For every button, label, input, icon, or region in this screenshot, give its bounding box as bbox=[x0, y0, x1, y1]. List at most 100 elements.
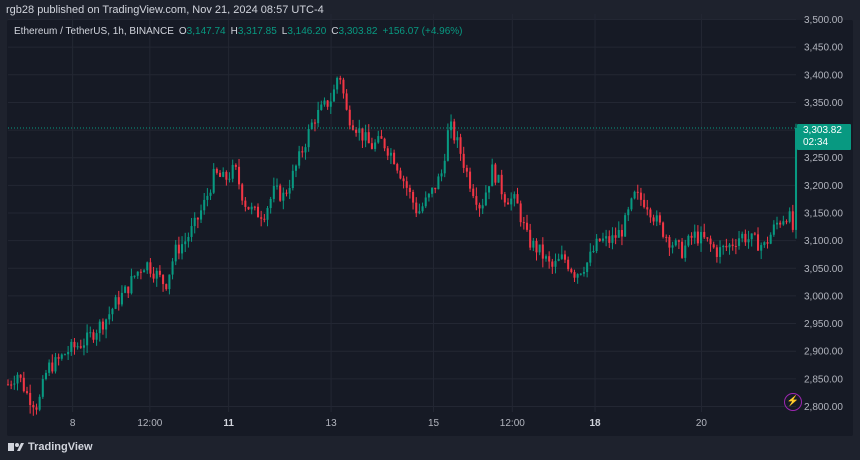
candle-body bbox=[766, 242, 769, 244]
candle-body bbox=[510, 198, 513, 205]
candle-body bbox=[304, 147, 307, 153]
candle-body bbox=[351, 125, 354, 130]
candle-body bbox=[393, 152, 396, 165]
candle-body bbox=[443, 160, 446, 174]
lightning-icon[interactable]: ⚡ bbox=[784, 393, 802, 411]
candle-body bbox=[127, 286, 130, 294]
candle-body bbox=[399, 170, 402, 179]
candle-body bbox=[234, 164, 237, 167]
candle-body bbox=[563, 254, 567, 260]
candle-body bbox=[152, 273, 155, 279]
candle-body bbox=[60, 354, 63, 359]
y-tick-label: 2,800.00 bbox=[804, 402, 843, 413]
candle-body bbox=[105, 319, 108, 330]
candle-body bbox=[703, 231, 706, 238]
candle-body bbox=[367, 132, 370, 144]
candle-body bbox=[582, 272, 585, 274]
candle-body bbox=[272, 186, 275, 199]
candle-body bbox=[427, 193, 430, 198]
chart-panel[interactable] bbox=[7, 20, 853, 436]
candle-body bbox=[326, 100, 329, 107]
candle-body bbox=[389, 152, 392, 156]
candle-body bbox=[79, 346, 82, 348]
candle-body bbox=[469, 171, 472, 189]
candle-body bbox=[579, 273, 582, 275]
legend-high: H3,317.85 bbox=[230, 26, 277, 37]
candle-body bbox=[681, 241, 684, 258]
candle-body bbox=[649, 209, 652, 218]
candle-body bbox=[494, 164, 497, 183]
candle-body bbox=[446, 130, 449, 161]
candle-body bbox=[54, 357, 57, 372]
candle-body bbox=[168, 274, 171, 290]
candle-body bbox=[63, 354, 66, 356]
candle-body bbox=[760, 245, 763, 251]
candle-body bbox=[89, 332, 92, 334]
candle-body bbox=[184, 241, 187, 245]
candle-body bbox=[554, 260, 557, 267]
tradingview-logo-icon bbox=[8, 443, 24, 451]
candle-body bbox=[212, 168, 215, 193]
candle-body bbox=[620, 230, 623, 237]
tradingview-logo[interactable]: TradingView bbox=[8, 441, 93, 453]
candle-body bbox=[491, 164, 494, 187]
candle-body bbox=[627, 209, 630, 216]
y-tick-label: 3,000.00 bbox=[804, 291, 843, 302]
candle-body bbox=[677, 240, 680, 242]
candle-body bbox=[500, 174, 503, 195]
candle-body bbox=[98, 321, 101, 334]
candle-body bbox=[231, 164, 234, 179]
candle-body bbox=[260, 217, 263, 219]
candle-body bbox=[228, 178, 231, 180]
candle-body bbox=[472, 188, 475, 197]
candle-body bbox=[769, 234, 772, 244]
candle-body bbox=[747, 239, 750, 243]
y-tick-label: 2,850.00 bbox=[804, 374, 843, 385]
y-tick-label: 3,250.00 bbox=[804, 153, 843, 164]
candle-body bbox=[10, 384, 13, 386]
y-tick-label: 3,100.00 bbox=[804, 236, 843, 247]
candle-body bbox=[48, 362, 51, 373]
candle-body bbox=[405, 181, 408, 188]
candle-body bbox=[734, 245, 737, 247]
candle-body bbox=[57, 357, 60, 359]
candle-body bbox=[791, 211, 794, 230]
y-tick-label: 3,500.00 bbox=[804, 15, 843, 26]
candle-body bbox=[633, 191, 636, 199]
candle-body bbox=[535, 240, 538, 253]
candle-body bbox=[396, 164, 399, 171]
x-tick-label: 20 bbox=[696, 418, 708, 429]
candle-body bbox=[6, 384, 10, 386]
candle-body bbox=[402, 178, 405, 182]
candle-body bbox=[478, 204, 481, 209]
candle-body bbox=[124, 286, 127, 293]
legend-symbol: Ethereum / TetherUS, 1h, BINANCE bbox=[14, 26, 174, 37]
candle-body bbox=[285, 192, 288, 194]
publish-header: rgb28 published on TradingView.com, Nov … bbox=[0, 0, 860, 20]
candle-body bbox=[101, 321, 104, 330]
candle-body bbox=[32, 405, 35, 408]
candle-body bbox=[779, 222, 782, 225]
candle-body bbox=[279, 185, 282, 201]
candle-body bbox=[434, 187, 437, 190]
y-tick-label: 2,900.00 bbox=[804, 347, 843, 358]
candle-body bbox=[763, 242, 766, 246]
candle-body bbox=[715, 247, 718, 257]
candle-body bbox=[307, 129, 310, 148]
candle-body bbox=[744, 233, 747, 243]
candle-body bbox=[377, 136, 380, 143]
legend-open: O3,147.74 bbox=[178, 26, 226, 37]
candle-body bbox=[475, 196, 478, 205]
candle-body bbox=[538, 244, 541, 253]
symbol-legend: Ethereum / TetherUS, 1h, BINANCE O3,147.… bbox=[14, 26, 463, 37]
candle-body bbox=[70, 341, 73, 352]
candle-body bbox=[589, 251, 592, 263]
candle-body bbox=[636, 191, 639, 193]
candle-body bbox=[380, 136, 383, 139]
candle-body bbox=[775, 222, 779, 225]
publish-text: rgb28 published on TradingView.com, Nov … bbox=[6, 4, 324, 16]
candle-body bbox=[693, 231, 696, 238]
candle-body bbox=[177, 244, 180, 254]
y-tick-label: 3,050.00 bbox=[804, 264, 843, 275]
